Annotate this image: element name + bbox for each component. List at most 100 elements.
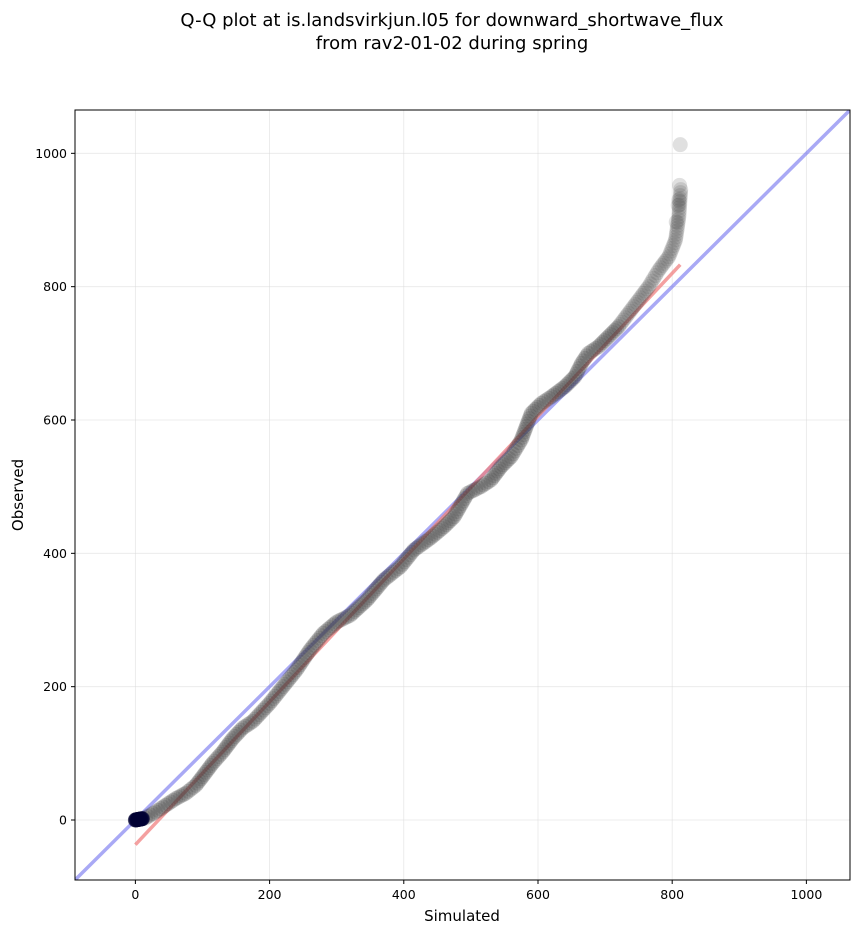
qq-point	[594, 335, 610, 351]
qq-point	[525, 403, 541, 419]
qq-point	[229, 726, 245, 742]
qq-point	[664, 240, 680, 256]
qq-point	[671, 203, 687, 219]
qq-point	[322, 620, 338, 636]
qq-point	[209, 751, 225, 767]
qq-point	[434, 521, 450, 537]
qq-point	[257, 700, 273, 716]
qq-point	[510, 438, 526, 454]
qq-point	[670, 212, 686, 228]
qq-point	[619, 308, 635, 324]
qq-point	[662, 246, 678, 262]
qq-point	[398, 552, 414, 568]
qq-point	[663, 243, 679, 259]
qq-point	[624, 301, 640, 317]
qq-point	[574, 355, 590, 371]
qq-point	[462, 484, 478, 500]
qq-point	[672, 188, 688, 204]
qq-point	[173, 788, 189, 804]
qq-point	[318, 623, 334, 639]
qq-point	[259, 698, 275, 714]
qq-point	[446, 509, 462, 525]
qq-point	[541, 390, 557, 406]
qq-point	[237, 718, 253, 734]
qq-point	[363, 588, 379, 604]
qq-point	[570, 363, 586, 379]
qq-point	[306, 637, 322, 653]
qq-point	[308, 635, 324, 651]
qq-point	[485, 470, 501, 486]
qq-point	[223, 733, 239, 749]
qq-point	[672, 200, 687, 216]
chart-title-line-1: Q-Q plot at is.landsvirkjun.l05 for down…	[180, 10, 724, 31]
qq-point	[220, 737, 236, 753]
x-tick-label: 800	[660, 887, 684, 902]
qq-point	[194, 769, 210, 785]
x-axis-label: Simulated	[424, 907, 500, 925]
qq-point	[449, 503, 465, 519]
qq-point	[413, 537, 429, 553]
qq-point	[420, 532, 436, 548]
qq-point	[378, 570, 394, 586]
qq-point	[671, 206, 687, 222]
qq-point	[651, 262, 667, 278]
qq-point	[329, 614, 345, 630]
qq-point	[253, 704, 269, 720]
qq-point	[292, 657, 308, 673]
qq-point	[486, 468, 502, 484]
qq-point	[533, 395, 549, 411]
qq-point	[531, 397, 547, 413]
qq-point	[448, 506, 464, 522]
qq-point	[380, 568, 396, 584]
qq-point	[180, 783, 196, 799]
qq-point	[495, 457, 511, 473]
qq-point	[457, 491, 473, 507]
qq-point	[357, 594, 373, 610]
y-axis-label: Observed	[9, 459, 27, 531]
qq-point	[470, 480, 486, 496]
qq-point	[337, 610, 353, 626]
qq-point	[604, 325, 620, 341]
qq-point	[608, 321, 624, 337]
qq-point	[577, 350, 593, 366]
qq-point	[385, 564, 401, 580]
qq-point	[523, 405, 539, 421]
x-tick-label: 200	[258, 887, 282, 902]
qq-point	[626, 299, 642, 315]
qq-point	[297, 650, 313, 665]
qq-point	[348, 602, 364, 618]
qq-point	[455, 493, 471, 509]
qq-point	[388, 562, 404, 578]
qq-point	[264, 693, 280, 709]
qq-point	[571, 361, 587, 377]
qq-point	[671, 209, 687, 225]
qq-point	[415, 535, 431, 551]
qq-point	[536, 394, 552, 410]
qq-point	[368, 581, 384, 597]
qq-point	[300, 645, 316, 660]
qq-point	[672, 191, 688, 207]
qq-point	[427, 526, 443, 542]
qq-point	[245, 713, 261, 729]
qq-point	[669, 220, 685, 236]
qq-point	[460, 485, 476, 501]
qq-point	[364, 585, 380, 601]
qq-point	[612, 316, 628, 332]
qq-point	[191, 773, 207, 789]
qq-point	[483, 472, 499, 488]
qq-point-outlier	[668, 214, 684, 230]
qq-point	[666, 235, 682, 251]
qq-point	[429, 524, 445, 540]
qq-point	[514, 429, 530, 445]
qq-point	[585, 342, 601, 358]
qq-point	[175, 787, 191, 803]
qq-point	[262, 695, 278, 711]
qq-point	[641, 279, 657, 295]
fit-line	[134, 263, 682, 846]
qq-point	[216, 742, 232, 758]
qq-point	[359, 592, 375, 608]
qq-point	[185, 779, 201, 795]
qq-point	[668, 232, 684, 248]
qq-point	[634, 288, 650, 304]
qq-point	[668, 226, 684, 242]
